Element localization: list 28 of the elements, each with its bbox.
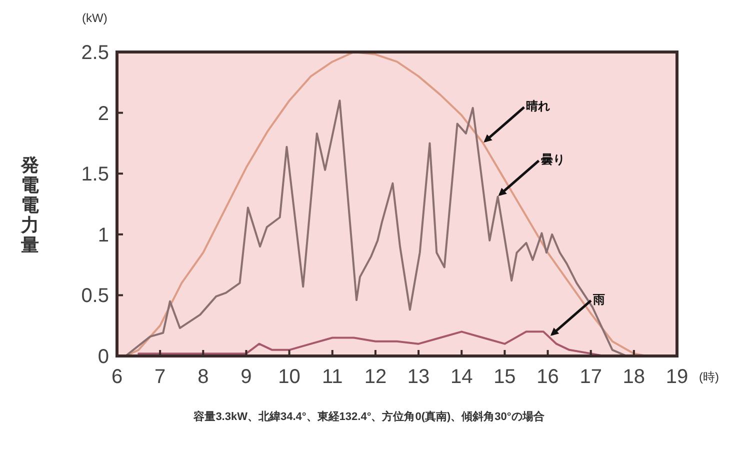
- x-tick-label: 12: [364, 366, 387, 388]
- x-tick-label: 6: [111, 366, 123, 388]
- y-tick-label: 2: [98, 102, 109, 125]
- y-tick-label: 0: [98, 346, 109, 368]
- x-tick-label: 16: [536, 366, 559, 388]
- annotation: 曇り: [540, 152, 565, 167]
- x-tick-label: 15: [494, 366, 516, 388]
- x-axis-title: (時): [699, 370, 719, 384]
- y-axis-title: 発電電力量: [20, 155, 39, 255]
- x-tick-label: 13: [407, 366, 430, 388]
- annotation: 晴れ: [526, 99, 550, 114]
- text: (kW): [82, 11, 108, 25]
- line-series: [124, 100, 628, 357]
- y-tick-label: 1: [98, 224, 109, 246]
- x-tick-label: 8: [198, 366, 209, 388]
- x-tick-label: 7: [154, 366, 166, 388]
- y-tick-label: 1.5: [81, 164, 109, 186]
- x-tick-label: 19: [666, 366, 688, 388]
- x-tick-label: 11: [322, 366, 343, 388]
- text: 容量3.3kW、北緯34.4°、東経132.4°、方位角0(真南)、傾斜角30°の場合: [192, 410, 546, 423]
- annotation: 雨: [592, 292, 605, 307]
- x-tick-label: 14: [450, 366, 473, 388]
- x-tick-label: 17: [580, 366, 602, 388]
- x-tick-label: 10: [278, 366, 300, 388]
- y-tick-label: 0.5: [81, 285, 109, 308]
- x-tick-label: 18: [622, 366, 646, 388]
- x-tick-label: 9: [240, 366, 252, 388]
- y-tick-label: 2.5: [81, 42, 109, 64]
